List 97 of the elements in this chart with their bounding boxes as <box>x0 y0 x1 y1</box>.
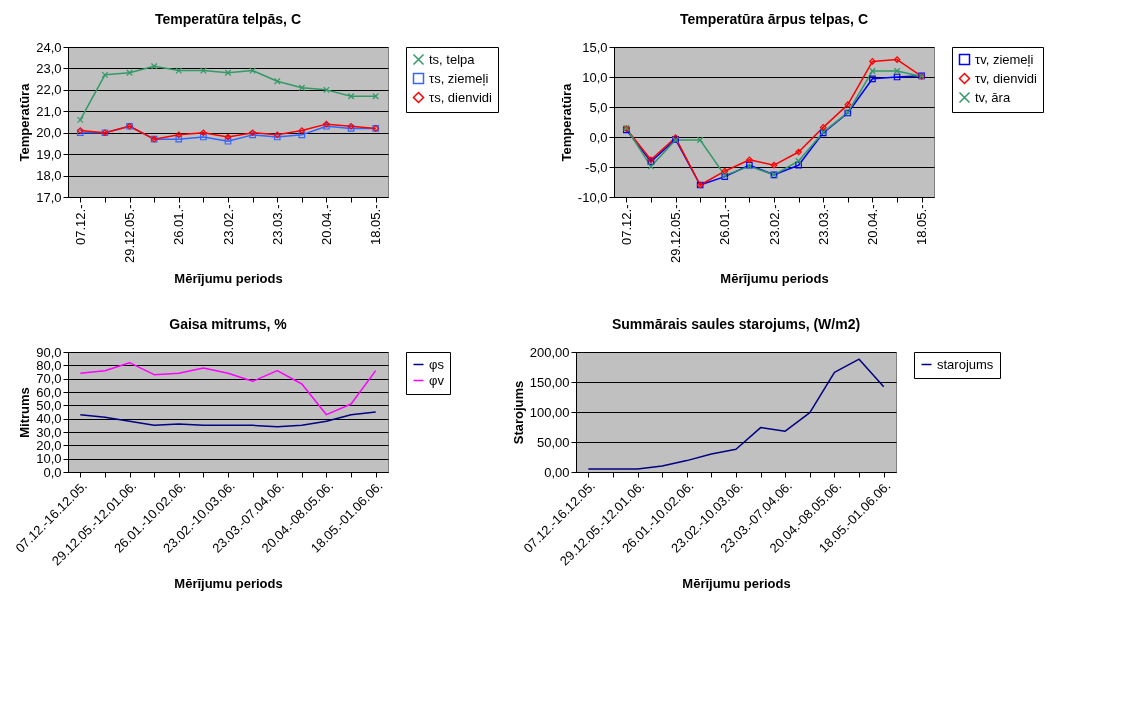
legend-label: τv, dienvidi <box>975 70 1038 86</box>
x-tick-label: 26.01.- <box>717 204 733 245</box>
point <box>869 58 876 65</box>
y-tick-label: 18,0 <box>36 168 62 184</box>
point <box>298 131 306 139</box>
y-tick-label: 20,0 <box>36 437 62 453</box>
x-tick-label: 26.01.- <box>171 204 187 245</box>
point <box>746 156 753 164</box>
y-tick-label: 60,0 <box>36 384 62 400</box>
point <box>721 167 729 175</box>
x-tick-label: 23.03.- <box>815 204 831 245</box>
point <box>869 75 876 83</box>
legend-label: tv, āra <box>975 89 1011 105</box>
x-axis-title: Mērījumu periods <box>720 271 829 287</box>
point <box>200 133 207 141</box>
y-tick-label: 23,0 <box>36 60 62 76</box>
point <box>150 62 158 70</box>
point <box>795 161 802 169</box>
y-axis-title: Starojums <box>510 380 526 445</box>
point <box>819 124 827 131</box>
legend-label: ts, telpa <box>429 51 476 67</box>
y-tick-label: 0,0 <box>589 129 608 145</box>
line-series <box>79 411 377 428</box>
x-tick-label: 23.02.- <box>766 204 782 245</box>
y-tick-label: 100,00 <box>529 404 570 420</box>
point <box>76 116 84 124</box>
x-tick-label: 29.12.05.- <box>122 204 138 264</box>
line-series <box>587 358 885 470</box>
point <box>696 136 704 144</box>
legend-label: τv, ziemeļi <box>975 51 1034 67</box>
x-tick-label: 20.04.- <box>318 204 334 245</box>
y-tick-label: 50,00 <box>536 434 570 450</box>
legend-label: starojums <box>937 356 994 372</box>
legend-label: τs, ziemeļi <box>429 70 489 86</box>
legend-label: φv <box>429 372 445 388</box>
y-tick-label: -10,0 <box>577 189 608 205</box>
x-tick-label: 23.03.- <box>269 204 285 245</box>
x-axis-title: Mērījumu periods <box>174 576 283 592</box>
point <box>175 67 183 74</box>
y-axis-title: Temperatūra <box>17 82 33 162</box>
y-tick-label: 20,0 <box>36 125 62 141</box>
y-tick-label: 15,0 <box>582 39 608 55</box>
y-tick-label: 150,00 <box>529 374 570 390</box>
y-tick-label: 10,0 <box>36 451 62 467</box>
point <box>347 92 355 100</box>
legend-label: φs <box>429 356 445 372</box>
y-tick-label: 90,0 <box>36 344 62 360</box>
line-series <box>79 361 377 416</box>
x-tick-label: 18.05.- <box>914 204 930 245</box>
chart-title: Gaisa mitrums, % <box>169 316 288 332</box>
point <box>795 157 802 165</box>
y-axis-title: Temperatūra <box>558 82 574 162</box>
point <box>795 148 802 156</box>
point <box>175 131 183 139</box>
y-tick-label: 24,0 <box>36 39 62 55</box>
point <box>200 129 207 137</box>
point <box>298 127 306 134</box>
y-tick-label: 30,0 <box>36 424 62 440</box>
point <box>224 133 232 141</box>
point <box>893 56 901 63</box>
point <box>126 69 133 77</box>
y-tick-label: 22,0 <box>36 82 62 98</box>
x-tick-label: 07.12.- <box>618 204 634 245</box>
point <box>224 69 232 77</box>
point <box>869 67 876 75</box>
x-tick-label: 23.02.- <box>220 204 236 245</box>
x-tick-label: 18.05.- <box>368 204 384 245</box>
y-tick-label: 19,0 <box>36 146 62 162</box>
legend-label: τs, dienvidi <box>429 89 493 105</box>
y-tick-label: 0,0 <box>43 464 62 480</box>
y-tick-label: 5,0 <box>589 99 608 115</box>
x-tick-label: 20.04.- <box>864 204 880 245</box>
y-tick-label: 200,00 <box>529 344 570 360</box>
y-tick-label: 10,0 <box>582 69 608 85</box>
point <box>844 101 852 108</box>
y-tick-label: 21,0 <box>36 103 62 119</box>
point <box>647 163 655 170</box>
y-tick-label: 0,00 <box>544 464 570 480</box>
chart-title: Temperatūra telpās, C <box>154 11 302 27</box>
chart-title: Temperatūra ārpus telpas, C <box>679 11 869 27</box>
point <box>323 86 330 94</box>
x-tick-label: 29.12.05.- <box>668 204 684 264</box>
y-tick-label: 17,0 <box>36 189 62 205</box>
y-tick-label: 70,0 <box>36 371 62 387</box>
x-tick-label: 07.12.- <box>72 204 88 245</box>
point <box>175 135 183 143</box>
point <box>893 73 901 81</box>
chart-title: Summārais saules starojums, (W/m2) <box>611 316 861 332</box>
point <box>224 137 232 145</box>
y-tick-label: 50,0 <box>36 397 62 413</box>
point <box>298 84 306 92</box>
y-axis-title: Mitrums <box>17 387 33 438</box>
x-axis-title: Mērījumu periods <box>682 576 791 592</box>
x-axis-title: Mērījumu periods <box>174 271 283 287</box>
y-tick-label: -5,0 <box>585 159 608 175</box>
y-tick-label: 40,0 <box>36 411 62 427</box>
y-tick-label: 80,0 <box>36 357 62 373</box>
